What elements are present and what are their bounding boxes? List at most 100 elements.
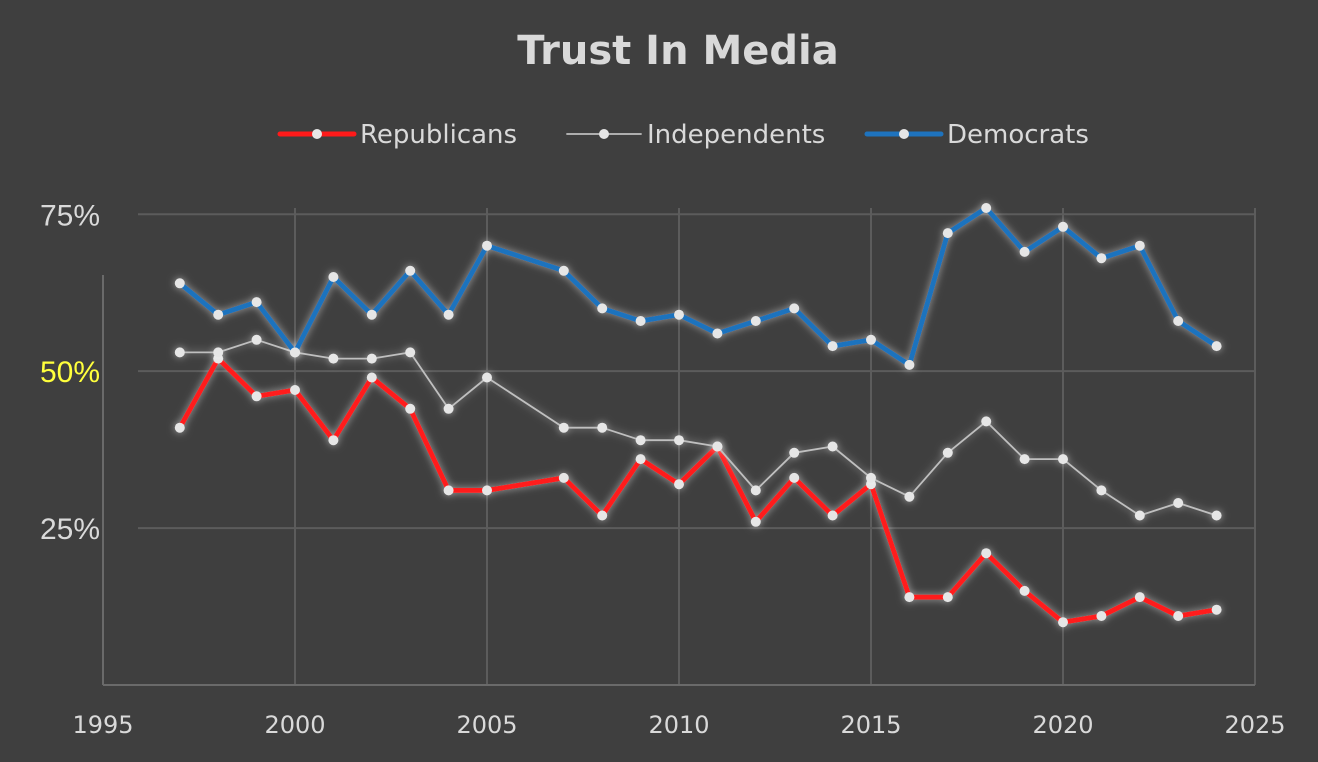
point-republicans-1999: [251, 391, 262, 402]
y-tick-label-50%: 50%: [40, 356, 100, 389]
point-republicans-2019: [1019, 585, 1030, 596]
point-independents-2012: [750, 485, 761, 496]
point-republicans-2004: [443, 485, 454, 496]
point-democrats-2012: [750, 316, 761, 326]
point-republicans-2022: [1134, 592, 1145, 603]
x-tick-label-2000: 2000: [264, 711, 325, 739]
point-democrats-2002: [366, 309, 377, 320]
point-independents-2004: [443, 403, 454, 414]
point-republicans-2024: [1211, 604, 1222, 615]
legend-label-republicans: Republicans: [360, 120, 517, 150]
grid-layer: [138, 208, 1256, 685]
point-democrats-2018: [981, 203, 992, 213]
point-democrats-2010: [674, 309, 684, 320]
point-independents-1997: [174, 347, 185, 358]
point-democrats-2020: [1058, 221, 1068, 232]
x-tick-label-2025: 2025: [1224, 711, 1285, 739]
point-independents-2023: [1173, 498, 1184, 508]
series-independents: [174, 334, 1222, 521]
point-independents-2003: [405, 347, 416, 358]
legend-swatch-marker-democrats: [899, 129, 909, 139]
point-democrats-2001: [328, 272, 339, 282]
legend-label-democrats: Democrats: [947, 120, 1089, 150]
point-democrats-2004: [443, 309, 454, 320]
point-democrats-1998: [213, 309, 224, 320]
point-democrats-2016: [904, 359, 915, 370]
point-republicans-2000: [290, 385, 300, 395]
point-independents-2009: [635, 435, 646, 446]
legend-swatch-marker-independents: [599, 129, 609, 139]
point-independents-1999: [251, 334, 262, 345]
legend-swatch-marker-republicans: [312, 129, 322, 139]
point-republicans-2003: [405, 403, 416, 414]
point-democrats-2015: [866, 334, 876, 345]
series-line-democrats: [177, 205, 1220, 368]
point-democrats-2022: [1134, 240, 1145, 251]
point-democrats-2017: [942, 228, 953, 239]
point-democrats-2008: [597, 303, 608, 314]
point-republicans-2007: [558, 472, 569, 483]
point-republicans-2023: [1173, 611, 1184, 621]
x-tick-label-1995: 1995: [72, 711, 133, 739]
point-independents-2020: [1058, 454, 1068, 465]
point-independents-2005: [482, 372, 492, 383]
point-democrats-2007: [558, 265, 569, 276]
point-democrats-2013: [789, 303, 800, 314]
point-independents-2015: [866, 472, 876, 483]
point-republicans-2017: [942, 592, 953, 603]
point-democrats-2011: [712, 328, 723, 339]
point-democrats-1999: [251, 297, 262, 308]
point-independents-2016: [904, 491, 915, 502]
point-democrats-2014: [827, 341, 838, 352]
point-republicans-2009: [635, 454, 646, 465]
point-independents-2001: [328, 353, 339, 364]
x-tick-label-2015: 2015: [840, 711, 901, 739]
point-independents-2017: [942, 447, 953, 458]
x-tick-label-2005: 2005: [456, 711, 517, 739]
point-independents-2024: [1211, 510, 1222, 521]
point-independents-1998: [213, 347, 224, 358]
point-republicans-2013: [789, 472, 800, 483]
legend-label-independents: Independents: [647, 120, 825, 150]
point-republicans-2014: [827, 510, 838, 521]
point-independents-2019: [1019, 454, 1030, 465]
point-democrats-2000: [290, 347, 300, 358]
point-democrats-2019: [1019, 246, 1030, 257]
y-tick-label-75%: 75%: [40, 199, 100, 232]
legend-item-democrats: Democrats: [864, 120, 1089, 150]
series-line-independents: [178, 338, 1218, 517]
point-independents-2014: [827, 441, 838, 452]
point-independents-2013: [789, 447, 800, 458]
point-democrats-2021: [1096, 253, 1107, 264]
axis-layer: 1995 2000 2005 2010 2015 2020 2025 25% 50% 75%: [40, 199, 1286, 739]
series-democrats: [174, 203, 1222, 370]
chart-title: Trust In Media: [517, 28, 839, 74]
legend-item-independents: Independents: [566, 120, 825, 150]
point-independents-2008: [597, 422, 608, 433]
point-republicans-1997: [174, 422, 185, 433]
point-republicans-2016: [904, 592, 915, 603]
point-republicans-2021: [1096, 611, 1107, 621]
y-tick-label-25%: 25%: [40, 513, 100, 546]
point-independents-2002: [366, 353, 377, 364]
point-independents-2011: [712, 441, 723, 452]
point-republicans-2008: [597, 510, 608, 521]
x-tick-label-2020: 2020: [1032, 711, 1093, 739]
point-democrats-2024: [1211, 341, 1222, 352]
point-republicans-2018: [981, 548, 992, 559]
point-republicans-2020: [1058, 617, 1068, 628]
point-republicans-2001: [328, 435, 339, 446]
point-independents-2021: [1096, 485, 1107, 496]
point-independents-2007: [558, 422, 569, 433]
point-republicans-2002: [366, 372, 377, 383]
point-democrats-1997: [174, 278, 185, 289]
point-republicans-2012: [750, 516, 761, 527]
legend-item-republicans: Republicans: [277, 120, 517, 150]
point-independents-2022: [1134, 510, 1145, 521]
point-republicans-2010: [674, 479, 684, 490]
series-republicans: [174, 353, 1222, 628]
point-republicans-2005: [482, 485, 492, 496]
chart-legend: Republicans Independents Democrats: [277, 120, 1089, 150]
